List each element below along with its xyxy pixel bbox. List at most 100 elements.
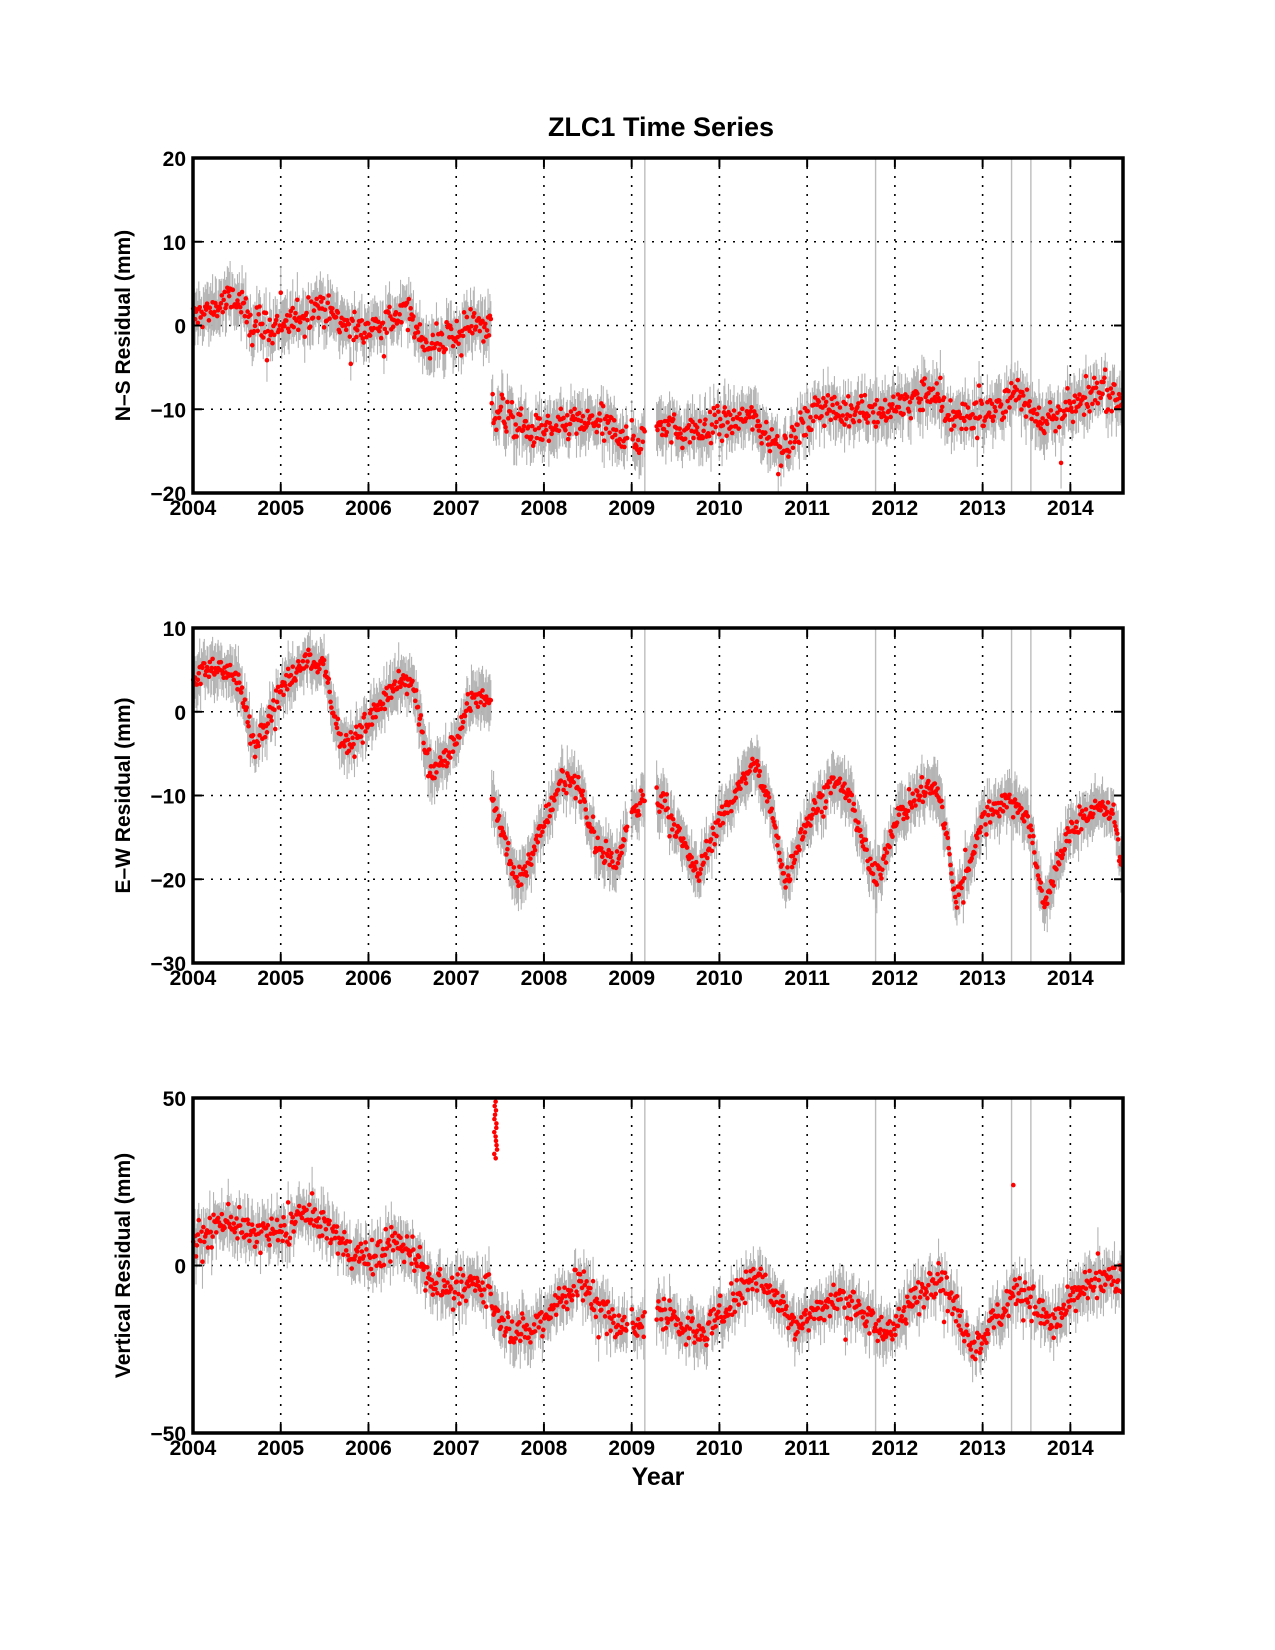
data-point [269, 329, 274, 335]
data-point [244, 319, 249, 325]
data-point [278, 689, 284, 694]
data-point [460, 719, 466, 725]
data-point [864, 847, 869, 853]
data-point [275, 684, 281, 690]
data-point [1005, 398, 1010, 404]
data-point [729, 430, 735, 436]
data-point [800, 834, 806, 840]
data-point [783, 435, 788, 441]
data-point [617, 436, 623, 442]
data-point [352, 309, 357, 315]
data-point [825, 784, 831, 790]
data-point [247, 333, 252, 338]
data-point [361, 340, 366, 345]
data-point [471, 311, 477, 316]
data-point [802, 830, 808, 835]
data-point [694, 425, 700, 430]
data-point [443, 347, 448, 352]
data-point [368, 707, 374, 713]
data-point [890, 834, 895, 839]
data-point [585, 408, 590, 414]
data-point [426, 747, 432, 752]
data-point [242, 697, 248, 702]
data-point [1019, 407, 1024, 412]
data-point [916, 797, 922, 803]
data-point [766, 794, 772, 800]
data-point [921, 382, 927, 387]
data-point [558, 406, 564, 412]
data-point [345, 737, 351, 743]
data-point [1105, 800, 1111, 805]
data-point [775, 835, 781, 841]
data-point [918, 396, 924, 402]
data-point [274, 313, 280, 319]
data-point [912, 798, 917, 803]
data-point [327, 689, 332, 695]
data-point [638, 446, 644, 452]
data-point [763, 419, 769, 425]
data-point [219, 293, 225, 298]
data-point [1031, 833, 1036, 839]
y-tick-label: 10 [163, 232, 186, 255]
data-point [904, 394, 910, 400]
data-point [1093, 385, 1099, 390]
data-point [638, 788, 644, 794]
data-point [828, 790, 834, 796]
data-point [278, 290, 284, 295]
data-point [919, 775, 925, 780]
data-point [576, 410, 582, 416]
data-point [504, 429, 509, 434]
data-point [800, 420, 806, 425]
data-point [482, 321, 488, 327]
data-point [849, 406, 855, 411]
data-point [737, 411, 742, 416]
data-point [214, 313, 220, 319]
data-point [890, 402, 895, 407]
data-point [239, 685, 245, 690]
data-point [459, 725, 465, 730]
data-point [327, 316, 332, 321]
data-point [1104, 387, 1110, 393]
data-point [288, 672, 294, 678]
data-point [576, 774, 581, 780]
data-point [610, 859, 615, 864]
data-point [477, 328, 483, 334]
data-point [602, 858, 608, 864]
data-point [763, 430, 768, 435]
data-point [939, 404, 945, 410]
data-point [705, 855, 710, 861]
data-point [858, 393, 864, 399]
data-point [809, 427, 814, 433]
data-point [1063, 399, 1068, 405]
data-point [504, 852, 509, 857]
data-point [634, 803, 639, 808]
data-point [1111, 802, 1116, 807]
errorbars [192, 260, 1123, 493]
data-point [282, 323, 287, 329]
data-point [382, 326, 388, 332]
x-tick-label: 2012 [872, 497, 919, 520]
data-point [750, 427, 755, 432]
data-point [238, 309, 244, 315]
data-point [722, 405, 728, 410]
data-point [723, 413, 729, 418]
data-point [720, 423, 726, 428]
data-point [420, 729, 425, 735]
data-point [265, 328, 271, 334]
data-point [294, 670, 299, 675]
data-point [390, 324, 396, 330]
data-point [429, 340, 435, 346]
data-point [878, 872, 883, 878]
data-point [1040, 416, 1045, 421]
data-point [743, 416, 749, 421]
data-point [713, 424, 718, 430]
data-point [682, 436, 688, 442]
data-point [709, 422, 715, 427]
data-point [678, 431, 683, 436]
data-point [355, 323, 361, 328]
data-point [734, 787, 740, 792]
data-point [285, 666, 291, 672]
data-point [749, 405, 754, 410]
data-point [450, 749, 456, 755]
data-point [820, 793, 825, 798]
